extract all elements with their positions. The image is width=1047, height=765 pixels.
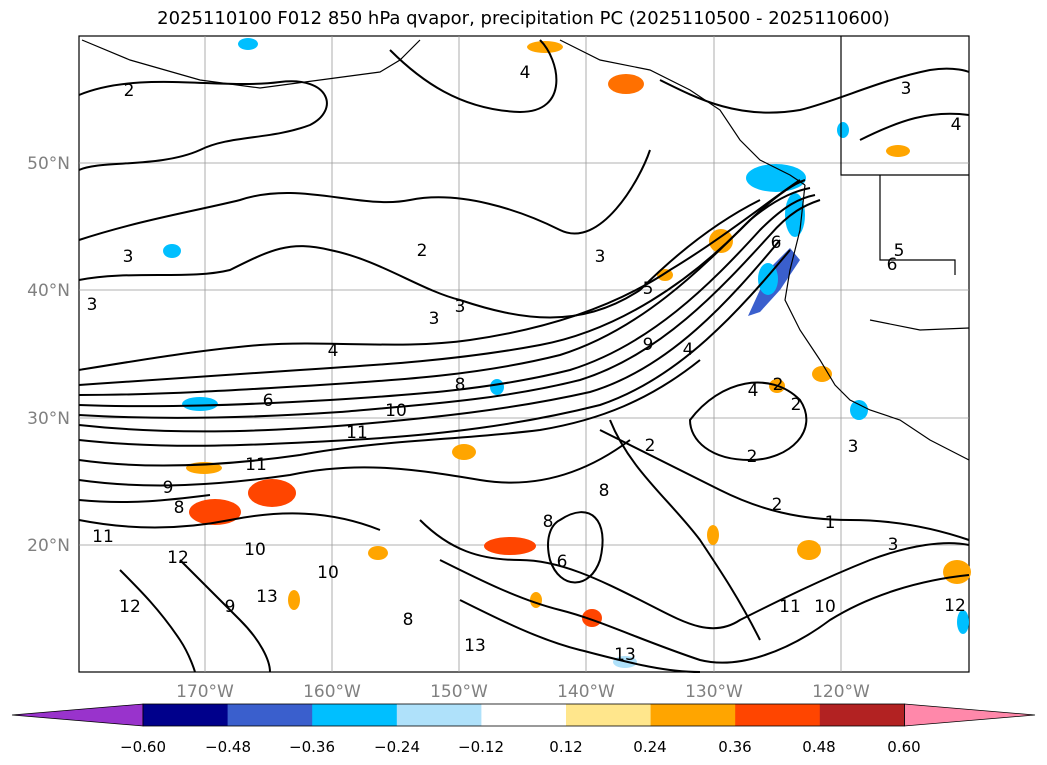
contour-label: 3 — [888, 535, 899, 555]
lon-label: 120°W — [812, 682, 870, 702]
contour-label: 2 — [747, 447, 758, 467]
contour-label: 8 — [599, 481, 610, 501]
colorbar-segment — [312, 704, 398, 726]
contour-label: 6 — [771, 233, 782, 253]
contour-label: 12 — [944, 596, 966, 616]
contour-label: 5 — [894, 241, 905, 261]
contour-label: 3 — [595, 247, 606, 267]
colorbar — [11, 703, 1036, 727]
map-panel — [78, 35, 970, 673]
contour-label: 12 — [119, 597, 141, 617]
contour-label: 4 — [748, 381, 759, 401]
contour-labels: 2 4 3 4 3 2 3 5 6 4 3 3 3 9 6 4 8 10 11 … — [87, 63, 966, 665]
colorbar-segment — [481, 704, 567, 726]
contour-label: 2 — [772, 495, 783, 515]
colorbar-extend-low — [11, 703, 144, 727]
contour-label: 11 — [245, 455, 267, 475]
contour-label: 5 — [643, 279, 654, 299]
contour-label: 12 — [167, 548, 189, 568]
contour-label: 4 — [520, 63, 531, 83]
coastlines — [81, 36, 970, 461]
colorbar-segment — [819, 704, 905, 726]
contour-label: 2 — [124, 81, 135, 101]
contour-label: 2 — [773, 375, 784, 395]
map-title: 2025110100 F012 850 hPa qvapor, precipit… — [157, 8, 890, 29]
lon-label: 140°W — [557, 682, 615, 702]
contour-label: 8 — [543, 512, 554, 532]
colorbar-tick-label: −0.12 — [458, 738, 504, 756]
lon-label: 160°W — [303, 682, 361, 702]
colorbar-tick-label: −0.60 — [120, 738, 166, 756]
contour-label: 13 — [614, 645, 636, 665]
contour-label: 10 — [317, 563, 339, 583]
contour-label: 13 — [464, 636, 486, 656]
contour-label: 8 — [403, 610, 414, 630]
contour-label: 3 — [901, 79, 912, 99]
lat-label: 40°N — [27, 281, 70, 301]
contour-label: 9 — [225, 597, 236, 617]
contour-label: 3 — [848, 437, 859, 457]
colorbar-tick-labels: −0.60 −0.48 −0.36 −0.24 −0.12 0.12 0.24 … — [120, 738, 921, 756]
contour-label: 8 — [455, 375, 466, 395]
colorbar-tick-label: −0.48 — [205, 738, 251, 756]
colorbar-segment — [227, 704, 313, 726]
colorbar-tick-label: 0.36 — [718, 738, 751, 756]
colorbar-extend-high — [904, 703, 1036, 727]
contour-label: 3 — [429, 309, 440, 329]
colorbar-frame — [142, 703, 905, 727]
contour-label: 6 — [263, 391, 274, 411]
contour-label: 2 — [645, 436, 656, 456]
contour-label: 11 — [346, 423, 368, 443]
contour-label: 3 — [455, 297, 466, 317]
colorbar-segment — [396, 704, 482, 726]
latitude-labels: 50°N 40°N 30°N 20°N — [27, 154, 70, 556]
colorbar-segment — [143, 704, 229, 726]
colorbar-tick-label: −0.36 — [289, 738, 335, 756]
colorbar-tick-label: 0.48 — [802, 738, 835, 756]
colorbar-tick-label: 0.12 — [549, 738, 582, 756]
contour-label: 4 — [328, 341, 339, 361]
colorbar-segment — [735, 704, 821, 726]
colorbar-tick-label: 0.24 — [633, 738, 666, 756]
contour-label: 4 — [951, 115, 962, 135]
lat-label: 50°N — [27, 154, 70, 174]
contour-label: 11 — [92, 527, 114, 547]
contour-label: 3 — [123, 247, 134, 267]
colorbar-segment — [650, 704, 736, 726]
contour-label: 1 — [825, 513, 836, 533]
qvapor-contours — [78, 39, 970, 673]
contour-label: 6 — [557, 552, 568, 572]
colorbar-tick-label: −0.24 — [374, 738, 420, 756]
contour-label: 2 — [791, 395, 802, 415]
contour-label: 4 — [683, 340, 694, 360]
lat-label: 30°N — [27, 409, 70, 429]
contour-label: 10 — [385, 401, 407, 421]
contour-label: 9 — [643, 335, 654, 355]
contour-label: 13 — [256, 587, 278, 607]
contour-label: 8 — [174, 498, 185, 518]
contour-label: 6 — [887, 255, 898, 275]
colorbar-tick-label: 0.60 — [887, 738, 920, 756]
contour-label: 3 — [87, 295, 98, 315]
colorbar-segment — [566, 704, 652, 726]
longitude-labels: 170°W 160°W 150°W 140°W 130°W 120°W — [176, 682, 870, 702]
contour-label: 10 — [244, 540, 266, 560]
lon-label: 170°W — [176, 682, 234, 702]
contour-label: 10 — [814, 597, 836, 617]
lat-label: 20°N — [27, 536, 70, 556]
contour-label: 9 — [163, 478, 174, 498]
contour-label: 11 — [779, 597, 801, 617]
contour-label: 2 — [417, 241, 428, 261]
precip-shading — [163, 38, 971, 668]
lon-label: 150°W — [430, 682, 488, 702]
lon-label: 130°W — [685, 682, 743, 702]
